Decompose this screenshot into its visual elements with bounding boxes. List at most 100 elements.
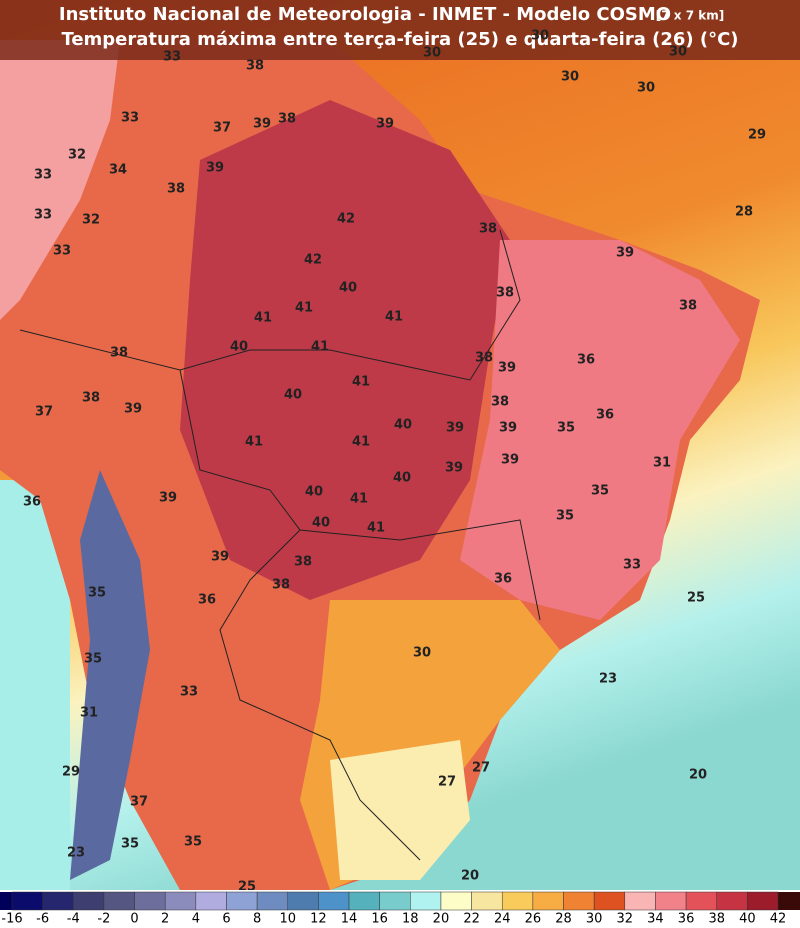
header-bar [0, 0, 800, 60]
temperature-label: 38 [475, 351, 493, 366]
colorbar-box [593, 891, 626, 911]
temperature-label: 30 [531, 29, 549, 44]
colorbar-tick-label: 10 [279, 912, 296, 927]
temperature-label: 40 [394, 418, 412, 433]
temperature-label: 41 [352, 375, 370, 390]
colorbar-extend-low [0, 892, 12, 910]
temperature-label: 39 [376, 117, 394, 132]
colorbar-box [624, 891, 656, 911]
colorbar-box [655, 891, 687, 911]
temperature-label: 36 [577, 353, 595, 368]
temperature-label: 35 [591, 484, 609, 499]
colorbar-box [134, 891, 166, 911]
colorbar-tick-label: -6 [36, 912, 49, 927]
colorbar-tick-label: 14 [341, 912, 358, 927]
temperature-label: 35 [184, 835, 202, 850]
colorbar-box [379, 891, 411, 911]
temperature-label: 38 [294, 555, 312, 570]
colorbar-box [42, 891, 74, 911]
temperature-label: 39 [498, 361, 516, 376]
colorbar-tick-label: 32 [617, 912, 634, 927]
temperature-label: 38 [679, 299, 697, 314]
colorbar-tick-label: -2 [97, 912, 110, 927]
colorbar-box [195, 891, 227, 911]
temperature-label: 35 [88, 586, 106, 601]
hot-core [180, 100, 510, 600]
colorbar-box [103, 891, 135, 911]
temperature-label: 36 [198, 593, 216, 608]
colorbar-tick-label: 34 [647, 912, 664, 927]
colorbar-box [73, 891, 105, 911]
temperature-label: 39 [446, 421, 464, 436]
temperature-label: 39 [211, 550, 229, 565]
temperature-label: 35 [556, 509, 574, 524]
resolution: [7 x 7 km] [656, 9, 724, 23]
temperature-label: 36 [494, 572, 512, 587]
temperature-label: 40 [339, 281, 357, 296]
temperature-label: 35 [84, 652, 102, 667]
temperature-label: 38 [496, 286, 514, 301]
temperature-label: 33 [34, 168, 52, 183]
temperature-label: 39 [124, 402, 142, 417]
colorbar-box [164, 891, 197, 911]
map-labels: 33 38 30 30 30 30 30 33 37 39 38 39 29 32 34 33 39 38 33 32… [23, 29, 766, 895]
temperature-label: 39 [206, 161, 224, 176]
colorbar-tick-label: 28 [555, 912, 572, 927]
temperature-label: 33 [34, 208, 52, 223]
colorbar-box [348, 891, 380, 911]
temperature-label: 33 [53, 244, 71, 259]
colorbar-box [410, 891, 442, 911]
colorbar-tick-label: 40 [739, 912, 756, 927]
colorbar-tick-label: -4 [67, 912, 80, 927]
title: Instituto Nacional de Meteorologia - INM… [59, 4, 671, 25]
temperature-label: 42 [337, 212, 355, 227]
temperature-label: 32 [68, 148, 86, 163]
colorbar-box [440, 891, 472, 911]
temperature-label: 40 [305, 485, 323, 500]
temperature-label: 41 [385, 310, 403, 325]
temperature-label: 41 [254, 311, 272, 326]
colorbar-tick-label: 22 [463, 912, 480, 927]
colorbar-tick-label: 20 [433, 912, 450, 927]
temperature-label: 25 [687, 591, 705, 606]
colorbar-extend-high [778, 892, 800, 910]
temperature-label: 20 [689, 768, 707, 783]
temperature-label: 37 [130, 795, 148, 810]
temperature-label: 36 [23, 495, 41, 510]
colorbar: -16 -6 -4 -2 0 2 4 6 8 10 12 14 16 18 20 22 24 26 28 30 32 34… [1, 891, 786, 927]
temperature-label: 29 [748, 128, 766, 143]
temperature-label: 41 [311, 340, 329, 355]
land-far-south [330, 740, 470, 880]
temperature-label: 38 [479, 222, 497, 237]
temperature-label: 39 [616, 246, 634, 261]
temperature-label: 33 [163, 50, 181, 65]
temperature-label: 38 [491, 395, 509, 410]
colorbar-tick-label: 0 [130, 912, 138, 927]
temperature-label: 20 [461, 869, 479, 884]
colorbar-box [287, 891, 319, 911]
temperature-label: 30 [669, 45, 687, 60]
temperature-label: 40 [230, 340, 248, 355]
temperature-label: 41 [245, 435, 263, 450]
colorbar-tick-label: 2 [161, 912, 169, 927]
temperature-label: 30 [423, 46, 441, 61]
temperature-label: 30 [413, 646, 431, 661]
land-north-west [0, 40, 120, 320]
subtitle: Temperatura máxima entre terça-feira (25… [61, 29, 738, 50]
temperature-label: 38 [278, 112, 296, 127]
temperature-label: 27 [472, 761, 490, 776]
colorbar-box [747, 891, 779, 911]
temperature-label: 41 [352, 435, 370, 450]
temperature-label: 33 [180, 685, 198, 700]
colorbar-tick-label: 38 [708, 912, 725, 927]
temperature-label: 38 [82, 391, 100, 406]
colorbar-tick-label: 12 [310, 912, 327, 927]
colorbar-box [471, 891, 503, 911]
land-north-east [460, 240, 740, 620]
colorbar-tick-label: 24 [494, 912, 511, 927]
colorbar-tick-label: 30 [586, 912, 603, 927]
temperature-label: 29 [62, 765, 80, 780]
colorbar-tick-label: 6 [222, 912, 230, 927]
